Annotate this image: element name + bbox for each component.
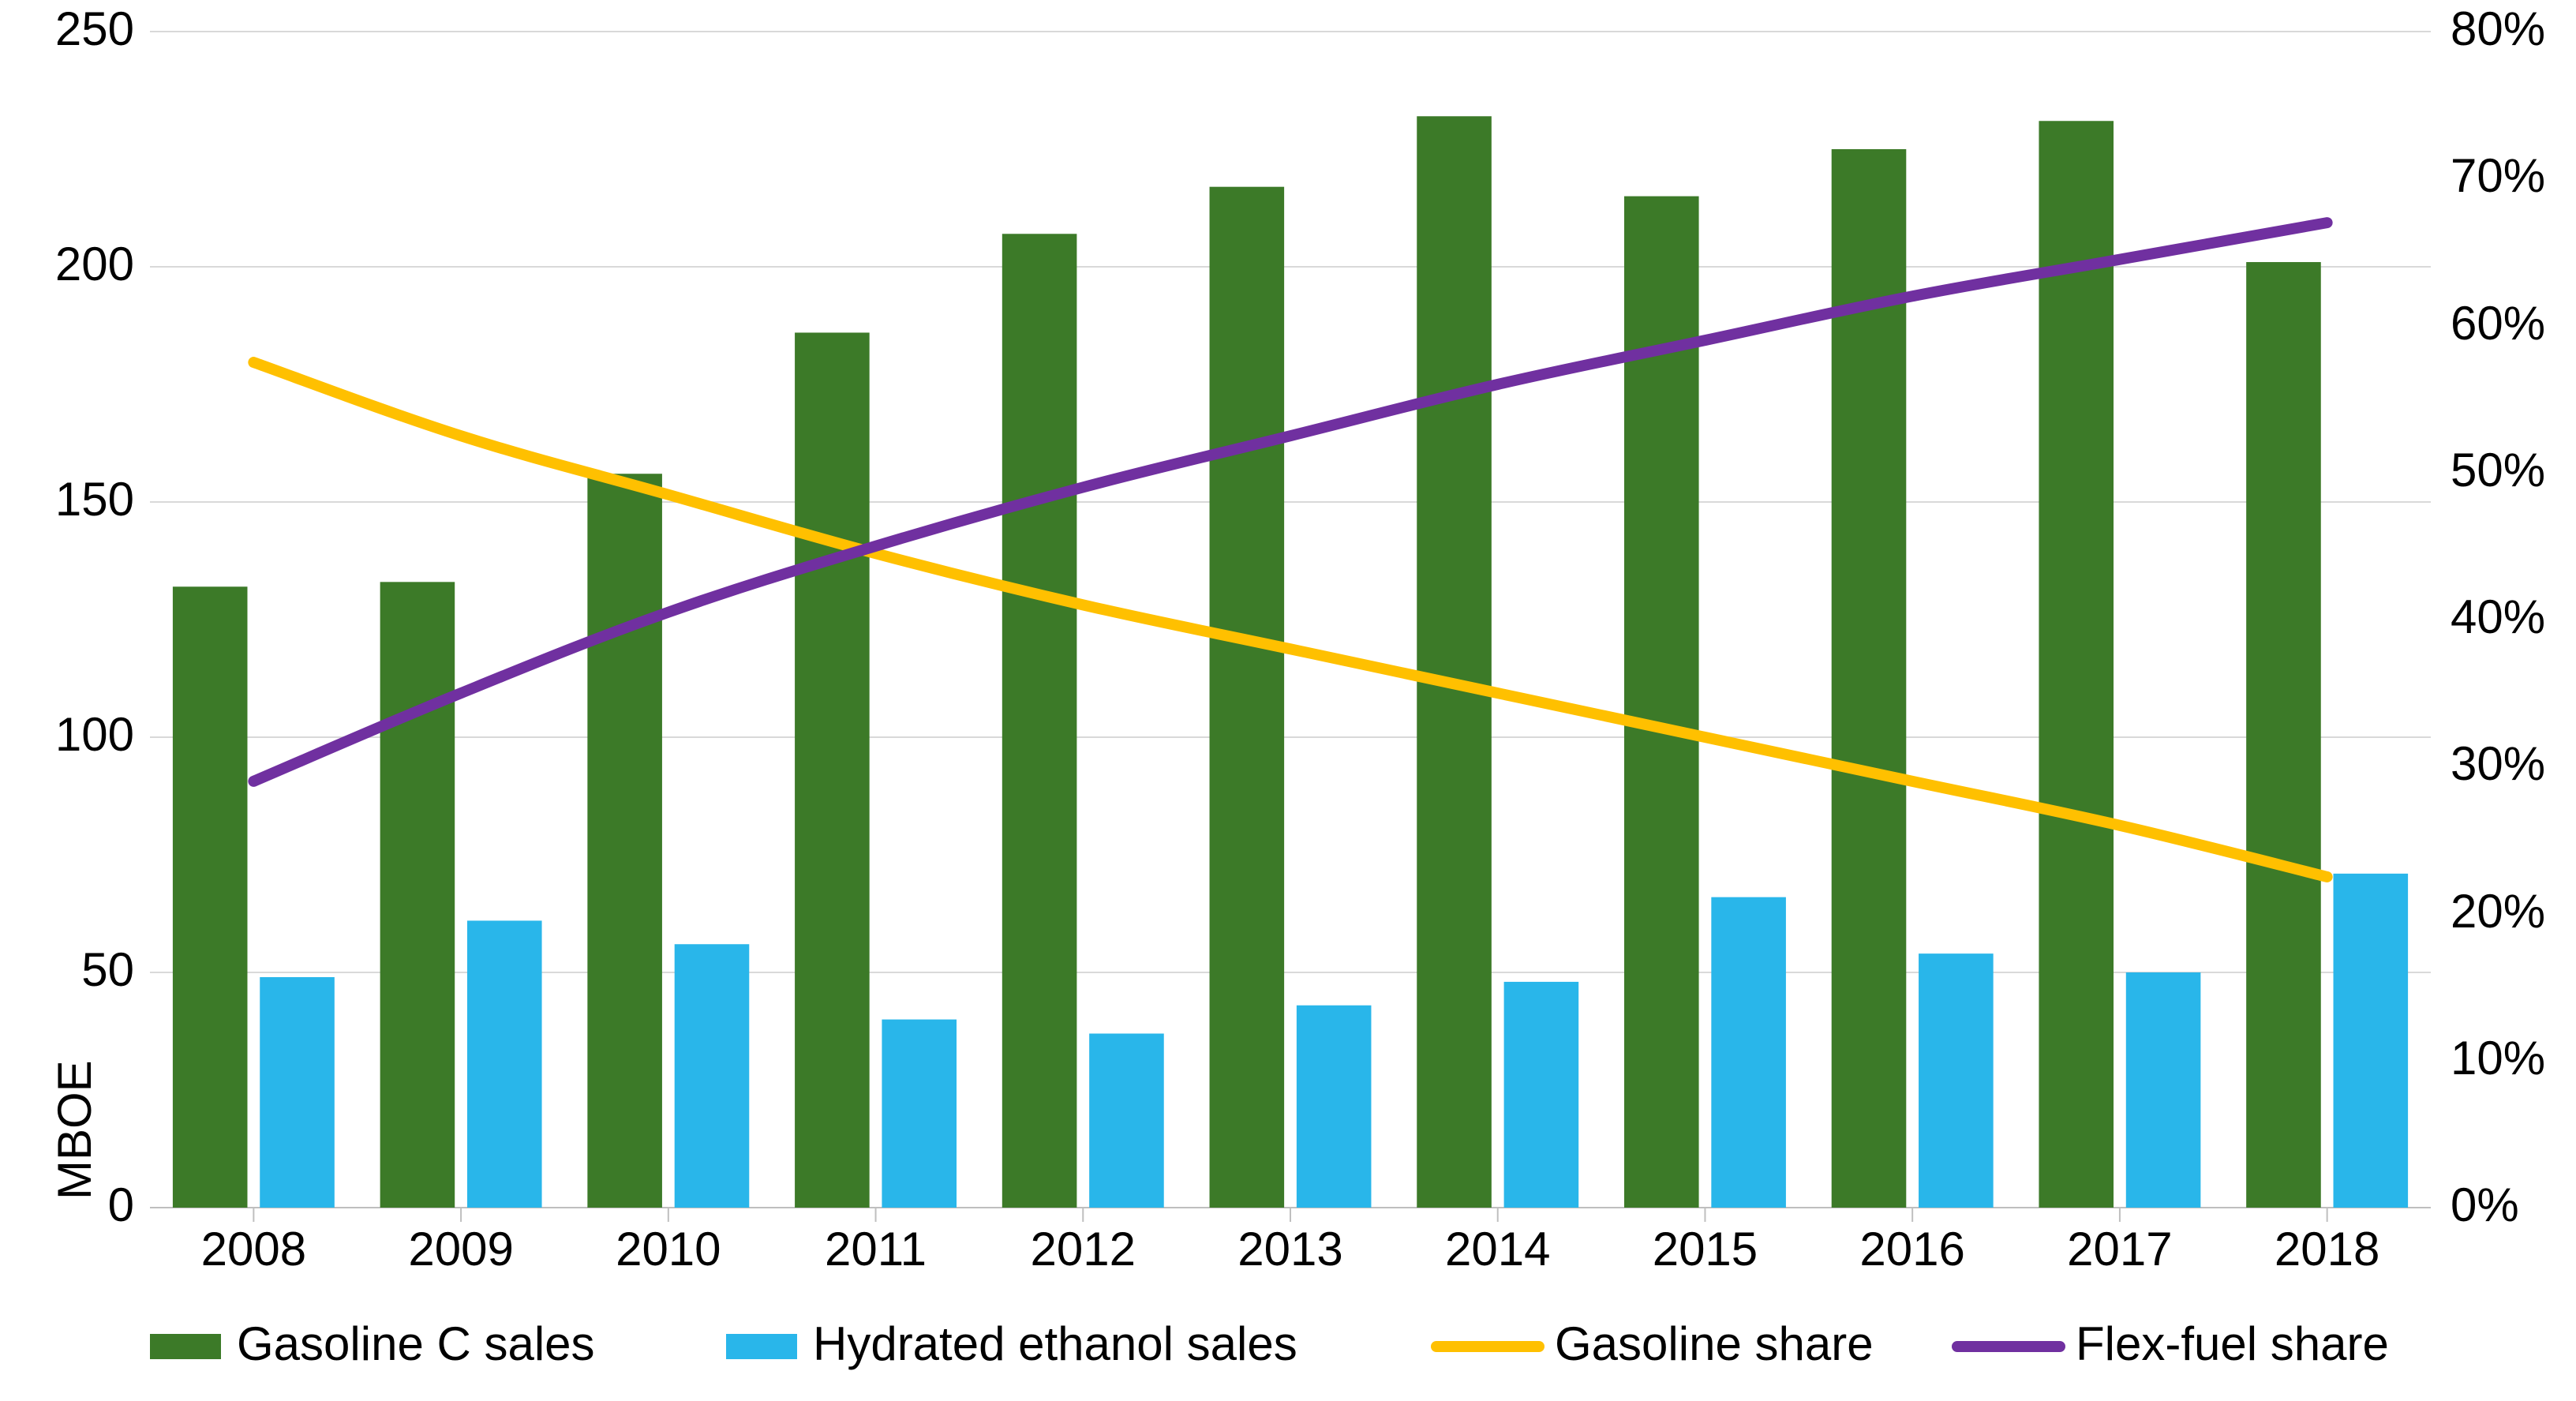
fuel-sales-share-chart: 0501001502002500%10%20%30%40%50%60%70%80… <box>0 0 2576 1401</box>
legend-swatches <box>0 0 2576 1401</box>
